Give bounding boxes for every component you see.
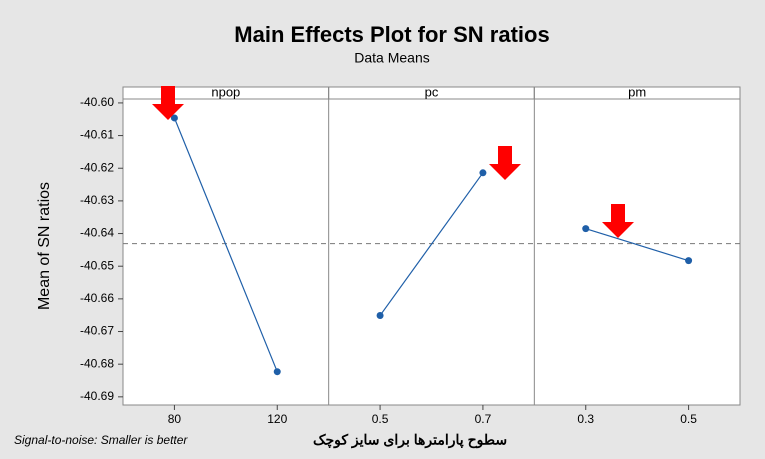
y-axis-label: Mean of SN ratios [36,182,53,310]
y-tick-label: -40.62 [80,160,114,174]
annotation-arrow [489,146,521,180]
point [479,169,487,177]
y-tick-label: -40.64 [80,226,114,240]
point [376,312,384,320]
y-tick-label: -40.61 [80,128,114,142]
y-tick-label: -40.60 [80,95,114,109]
panel-title: npop [211,84,240,99]
x-tick-label: 0.5 [372,412,389,426]
annotation-arrow [152,86,184,120]
chart-subtitle: Data Means [354,50,429,66]
y-tick-label: -40.66 [80,291,114,305]
point [685,257,693,265]
y-tick-label: -40.63 [80,193,114,207]
y-tick-label: -40.65 [80,258,114,272]
effect-line [585,228,689,262]
x-tick-label: 120 [267,412,287,426]
point [582,225,590,233]
panel-title: pm [628,84,646,99]
plot-area [122,86,741,406]
y-tick-label: -40.68 [80,356,114,370]
x-tick-label: 80 [168,412,182,426]
panel-title: pc [425,84,439,99]
x-tick-label: 0.5 [680,412,697,426]
footnote: Signal-to-noise: Smaller is better [14,433,188,447]
annotation-arrow [602,204,634,238]
x-tick-label: 0.7 [475,412,492,426]
y-tick-label: -40.69 [80,389,114,403]
x-tick-label: 0.3 [577,412,594,426]
x-axis-label: سطوح پارامترها برای سایز کوچک [313,432,507,449]
point [273,368,281,376]
chart-title: Main Effects Plot for SN ratios [234,22,549,47]
effect-line [173,117,278,372]
y-tick-label: -40.67 [80,324,114,338]
point [170,114,178,122]
effect-line [379,172,484,316]
